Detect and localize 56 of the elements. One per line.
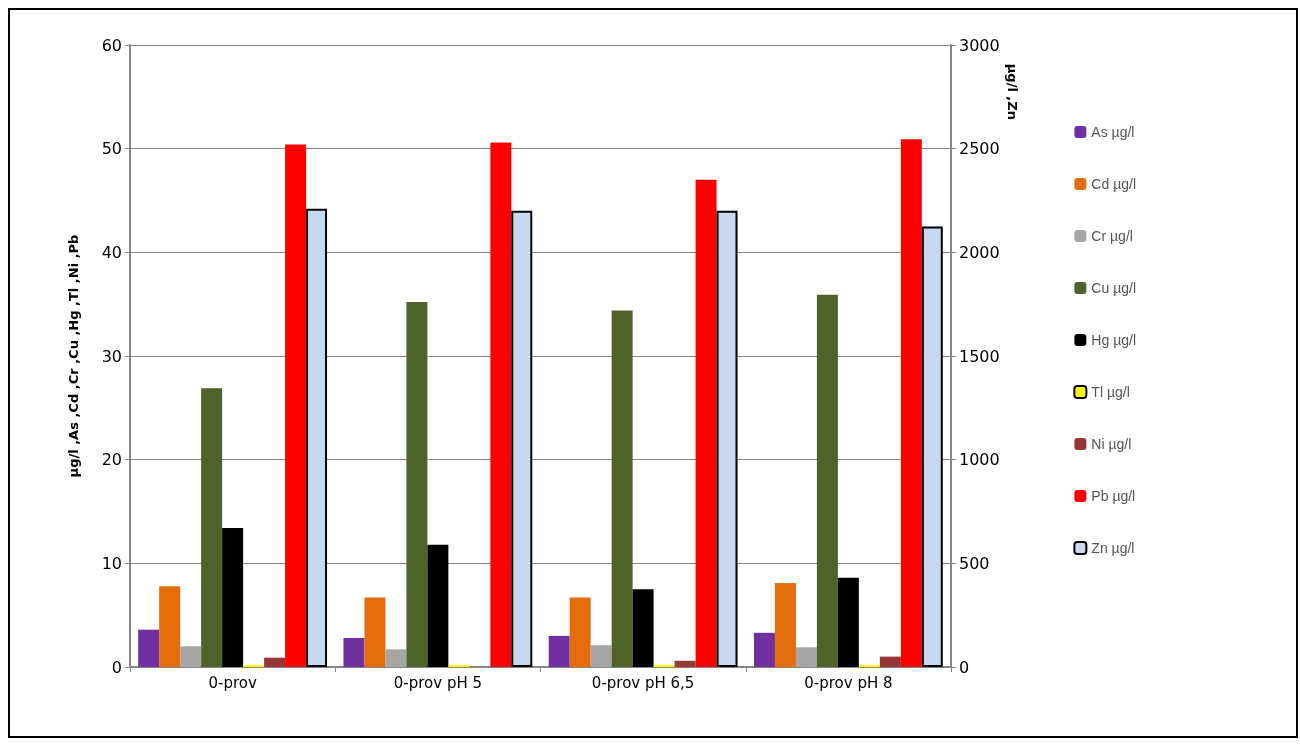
y-tick-label: 60: [101, 35, 122, 55]
legend-label: Ni µg/l: [1091, 436, 1132, 452]
bar: [427, 544, 449, 667]
y2-tick-label: 3000: [959, 35, 1000, 55]
bar: [159, 586, 181, 667]
bar: [590, 645, 612, 667]
legend-label: As µg/l: [1091, 124, 1135, 140]
y-axis-title: µg/l ,As ,Cd ,Cr ,Cu ,Hg ,Tl ,Ni ,Pb: [66, 234, 81, 478]
y-tick-label: 30: [101, 346, 122, 366]
bar: [385, 649, 407, 667]
bar: [569, 597, 591, 667]
bar: [138, 629, 160, 667]
legend-label: Zn µg/l: [1091, 540, 1135, 556]
y2-tick-label: 1000: [959, 450, 1000, 470]
bar: [222, 528, 244, 667]
bar: [611, 310, 633, 667]
y2-axis-title: µg/l ,Zn: [1005, 63, 1020, 120]
y2-tick-label: 1500: [959, 346, 1000, 366]
bar: [548, 635, 570, 667]
bar: [795, 647, 817, 667]
y-tick-label: 50: [101, 139, 122, 159]
y-tick-label: 40: [101, 242, 122, 262]
bar: [879, 656, 901, 667]
y-tick-label: 10: [101, 553, 122, 573]
x-tick-label: 0-prov pH 6,5: [591, 673, 695, 692]
bar: [201, 388, 223, 667]
bar: [448, 664, 470, 667]
bar: [674, 660, 696, 667]
legend-label: Cr µg/l: [1091, 228, 1133, 244]
y2-tick-label: 2000: [959, 242, 1000, 262]
bar: [364, 597, 386, 667]
bar: [753, 632, 775, 667]
bar: [243, 664, 265, 667]
bar: [180, 646, 202, 667]
bar: [406, 302, 428, 667]
bar: [653, 664, 675, 667]
legend-label: Tl µg/l: [1091, 384, 1130, 400]
y2-tick-label: 500: [959, 553, 990, 573]
bar: [343, 637, 365, 667]
x-tick-label: 0-prov: [208, 673, 257, 692]
legend-label: Cu µg/l: [1091, 280, 1136, 296]
y2-tick-label: 0: [959, 657, 970, 677]
y-tick-label: 20: [101, 450, 122, 470]
legend-label: Hg µg/l: [1091, 332, 1136, 348]
x-tick-label: 0-prov pH 5: [393, 673, 482, 692]
bar: [264, 657, 286, 667]
bar: [774, 583, 796, 667]
bar: [632, 589, 654, 667]
x-tick-label: 0-prov pH 8: [804, 673, 893, 692]
legend-label: Pb µg/l: [1091, 488, 1136, 504]
legend-label: Cd µg/l: [1091, 176, 1136, 192]
y-tick-label: 0: [111, 657, 122, 677]
bar: [837, 577, 859, 667]
bar: [858, 664, 880, 667]
y2-tick-label: 2500: [959, 139, 1000, 159]
bar: [816, 294, 838, 667]
